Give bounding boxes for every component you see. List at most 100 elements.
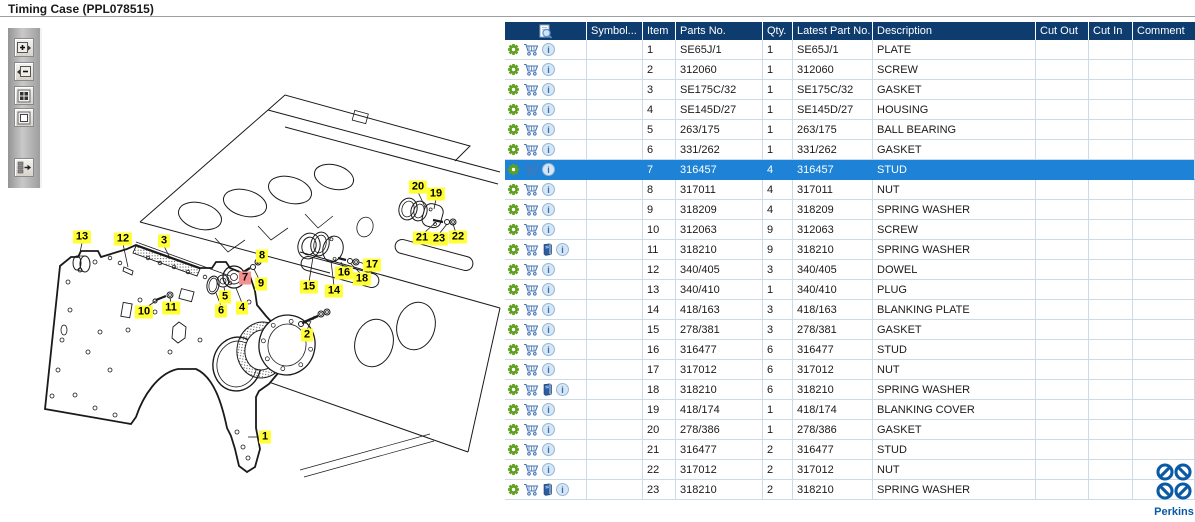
- gear-icon[interactable]: [507, 463, 520, 476]
- info-icon[interactable]: i: [542, 423, 555, 436]
- col-description[interactable]: Description: [873, 22, 1036, 40]
- callout-3[interactable]: 3: [157, 234, 171, 248]
- table-row[interactable]: i 4 SE145D/27 1 SE145D/27 HOUSING: [505, 100, 1195, 120]
- callout-14[interactable]: 14: [324, 284, 344, 298]
- gear-icon[interactable]: [507, 443, 520, 456]
- gear-icon[interactable]: [507, 83, 520, 96]
- info-icon[interactable]: i: [542, 303, 555, 316]
- col-comment[interactable]: Comment: [1137, 25, 1185, 37]
- gear-icon[interactable]: [507, 263, 520, 276]
- gear-icon[interactable]: [507, 183, 520, 196]
- callout-12[interactable]: 12: [113, 232, 133, 246]
- info-icon[interactable]: i: [542, 83, 555, 96]
- info-icon[interactable]: i: [542, 223, 555, 236]
- table-row[interactable]: i 7 316457 4 316457 STUD: [505, 160, 1195, 180]
- info-icon[interactable]: i: [542, 63, 555, 76]
- info-icon[interactable]: i: [542, 363, 555, 376]
- callout-1[interactable]: 1: [258, 430, 272, 444]
- cart-icon[interactable]: [523, 383, 539, 396]
- info-icon[interactable]: i: [542, 143, 555, 156]
- cart-icon[interactable]: [523, 183, 539, 196]
- book-icon[interactable]: [542, 383, 553, 396]
- cart-icon[interactable]: [523, 203, 539, 216]
- col-symbol[interactable]: Symbol...: [587, 22, 643, 40]
- info-icon[interactable]: i: [556, 383, 569, 396]
- tile-view-button[interactable]: [14, 86, 34, 105]
- table-row[interactable]: i 10 312063 9 312063 SCREW: [505, 220, 1195, 240]
- book-icon[interactable]: [542, 243, 553, 256]
- cart-icon[interactable]: [523, 103, 539, 116]
- cart-icon[interactable]: [523, 323, 539, 336]
- cart-icon[interactable]: [523, 403, 539, 416]
- info-icon[interactable]: i: [542, 123, 555, 136]
- toggle-parts-list-button[interactable]: [14, 158, 34, 177]
- callout-10[interactable]: 10: [134, 305, 154, 319]
- table-row[interactable]: i 9 318209 4 318209 SPRING WASHER: [505, 200, 1195, 220]
- book-icon[interactable]: [542, 483, 553, 496]
- col-qty[interactable]: Qty.: [763, 22, 793, 40]
- table-row[interactable]: i 13 340/410 1 340/410 PLUG: [505, 280, 1195, 300]
- cart-icon[interactable]: [523, 423, 539, 436]
- table-row[interactable]: i 5 263/175 1 263/175 BALL BEARING: [505, 120, 1195, 140]
- callout-5[interactable]: 5: [218, 290, 232, 304]
- info-icon[interactable]: i: [542, 203, 555, 216]
- callout-17[interactable]: 17: [362, 258, 382, 272]
- table-row[interactable]: i 23 318210 2 318210 SPRING WASHER: [505, 480, 1195, 500]
- cart-icon[interactable]: [523, 443, 539, 456]
- table-row[interactable]: i 1 SE65J/1 1 SE65J/1 PLATE: [505, 40, 1195, 60]
- info-icon[interactable]: i: [542, 323, 555, 336]
- col-cut-in[interactable]: Cut In: [1089, 22, 1133, 40]
- table-row[interactable]: i 11 318210 9 318210 SPRING WASHER: [505, 240, 1195, 260]
- cart-icon[interactable]: [523, 283, 539, 296]
- info-icon[interactable]: i: [542, 103, 555, 116]
- gear-icon[interactable]: [507, 303, 520, 316]
- gear-icon[interactable]: [507, 123, 520, 136]
- gear-icon[interactable]: [507, 223, 520, 236]
- cart-icon[interactable]: [523, 223, 539, 236]
- info-icon[interactable]: i: [542, 43, 555, 56]
- cart-icon[interactable]: [523, 483, 539, 496]
- callout-11[interactable]: 11: [162, 301, 180, 315]
- gear-icon[interactable]: [507, 403, 520, 416]
- info-icon[interactable]: i: [542, 263, 555, 276]
- cart-icon[interactable]: [523, 143, 539, 156]
- table-row[interactable]: i 19 418/174 1 418/174 BLANKING COVER: [505, 400, 1195, 420]
- gear-icon[interactable]: [507, 423, 520, 436]
- gear-icon[interactable]: [507, 483, 520, 496]
- callout-4[interactable]: 4: [235, 301, 249, 315]
- table-row[interactable]: i 21 316477 2 316477 STUD: [505, 440, 1195, 460]
- gear-icon[interactable]: [507, 323, 520, 336]
- zoom-out-button[interactable]: [14, 62, 34, 81]
- info-icon[interactable]: i: [542, 283, 555, 296]
- callout-13[interactable]: 13: [72, 230, 92, 244]
- table-row[interactable]: i 17 317012 6 317012 NUT: [505, 360, 1195, 380]
- zoom-in-button[interactable]: [14, 38, 34, 57]
- info-icon[interactable]: i: [542, 163, 555, 176]
- callout-7[interactable]: 7: [238, 271, 252, 285]
- col-item[interactable]: Item: [643, 22, 676, 40]
- col-latest-part-no[interactable]: Latest Part No.: [793, 22, 873, 40]
- gear-icon[interactable]: [507, 163, 520, 176]
- callout-2[interactable]: 2: [300, 328, 314, 342]
- info-icon[interactable]: i: [556, 243, 569, 256]
- table-row[interactable]: i 15 278/381 3 278/381 GASKET: [505, 320, 1195, 340]
- cart-icon[interactable]: [523, 303, 539, 316]
- cart-icon[interactable]: [523, 263, 539, 276]
- table-row[interactable]: i 18 318210 6 318210 SPRING WASHER: [505, 380, 1195, 400]
- info-icon[interactable]: i: [556, 483, 569, 496]
- single-view-button[interactable]: [14, 108, 34, 127]
- gear-icon[interactable]: [507, 43, 520, 56]
- cart-icon[interactable]: [523, 463, 539, 476]
- callout-21[interactable]: 21: [412, 231, 432, 245]
- cart-icon[interactable]: [523, 63, 539, 76]
- cart-icon[interactable]: [523, 243, 539, 256]
- table-row[interactable]: i 12 340/405 3 340/405 DOWEL: [505, 260, 1195, 280]
- info-icon[interactable]: i: [542, 343, 555, 356]
- callout-20[interactable]: 20: [408, 180, 428, 194]
- cart-icon[interactable]: [523, 43, 539, 56]
- callout-18[interactable]: 18: [352, 272, 372, 286]
- table-row[interactable]: i 2 312060 1 312060 SCREW: [505, 60, 1195, 80]
- table-row[interactable]: i 6 331/262 1 331/262 GASKET: [505, 140, 1195, 160]
- info-icon[interactable]: i: [542, 463, 555, 476]
- table-row[interactable]: i 8 317011 4 317011 NUT: [505, 180, 1195, 200]
